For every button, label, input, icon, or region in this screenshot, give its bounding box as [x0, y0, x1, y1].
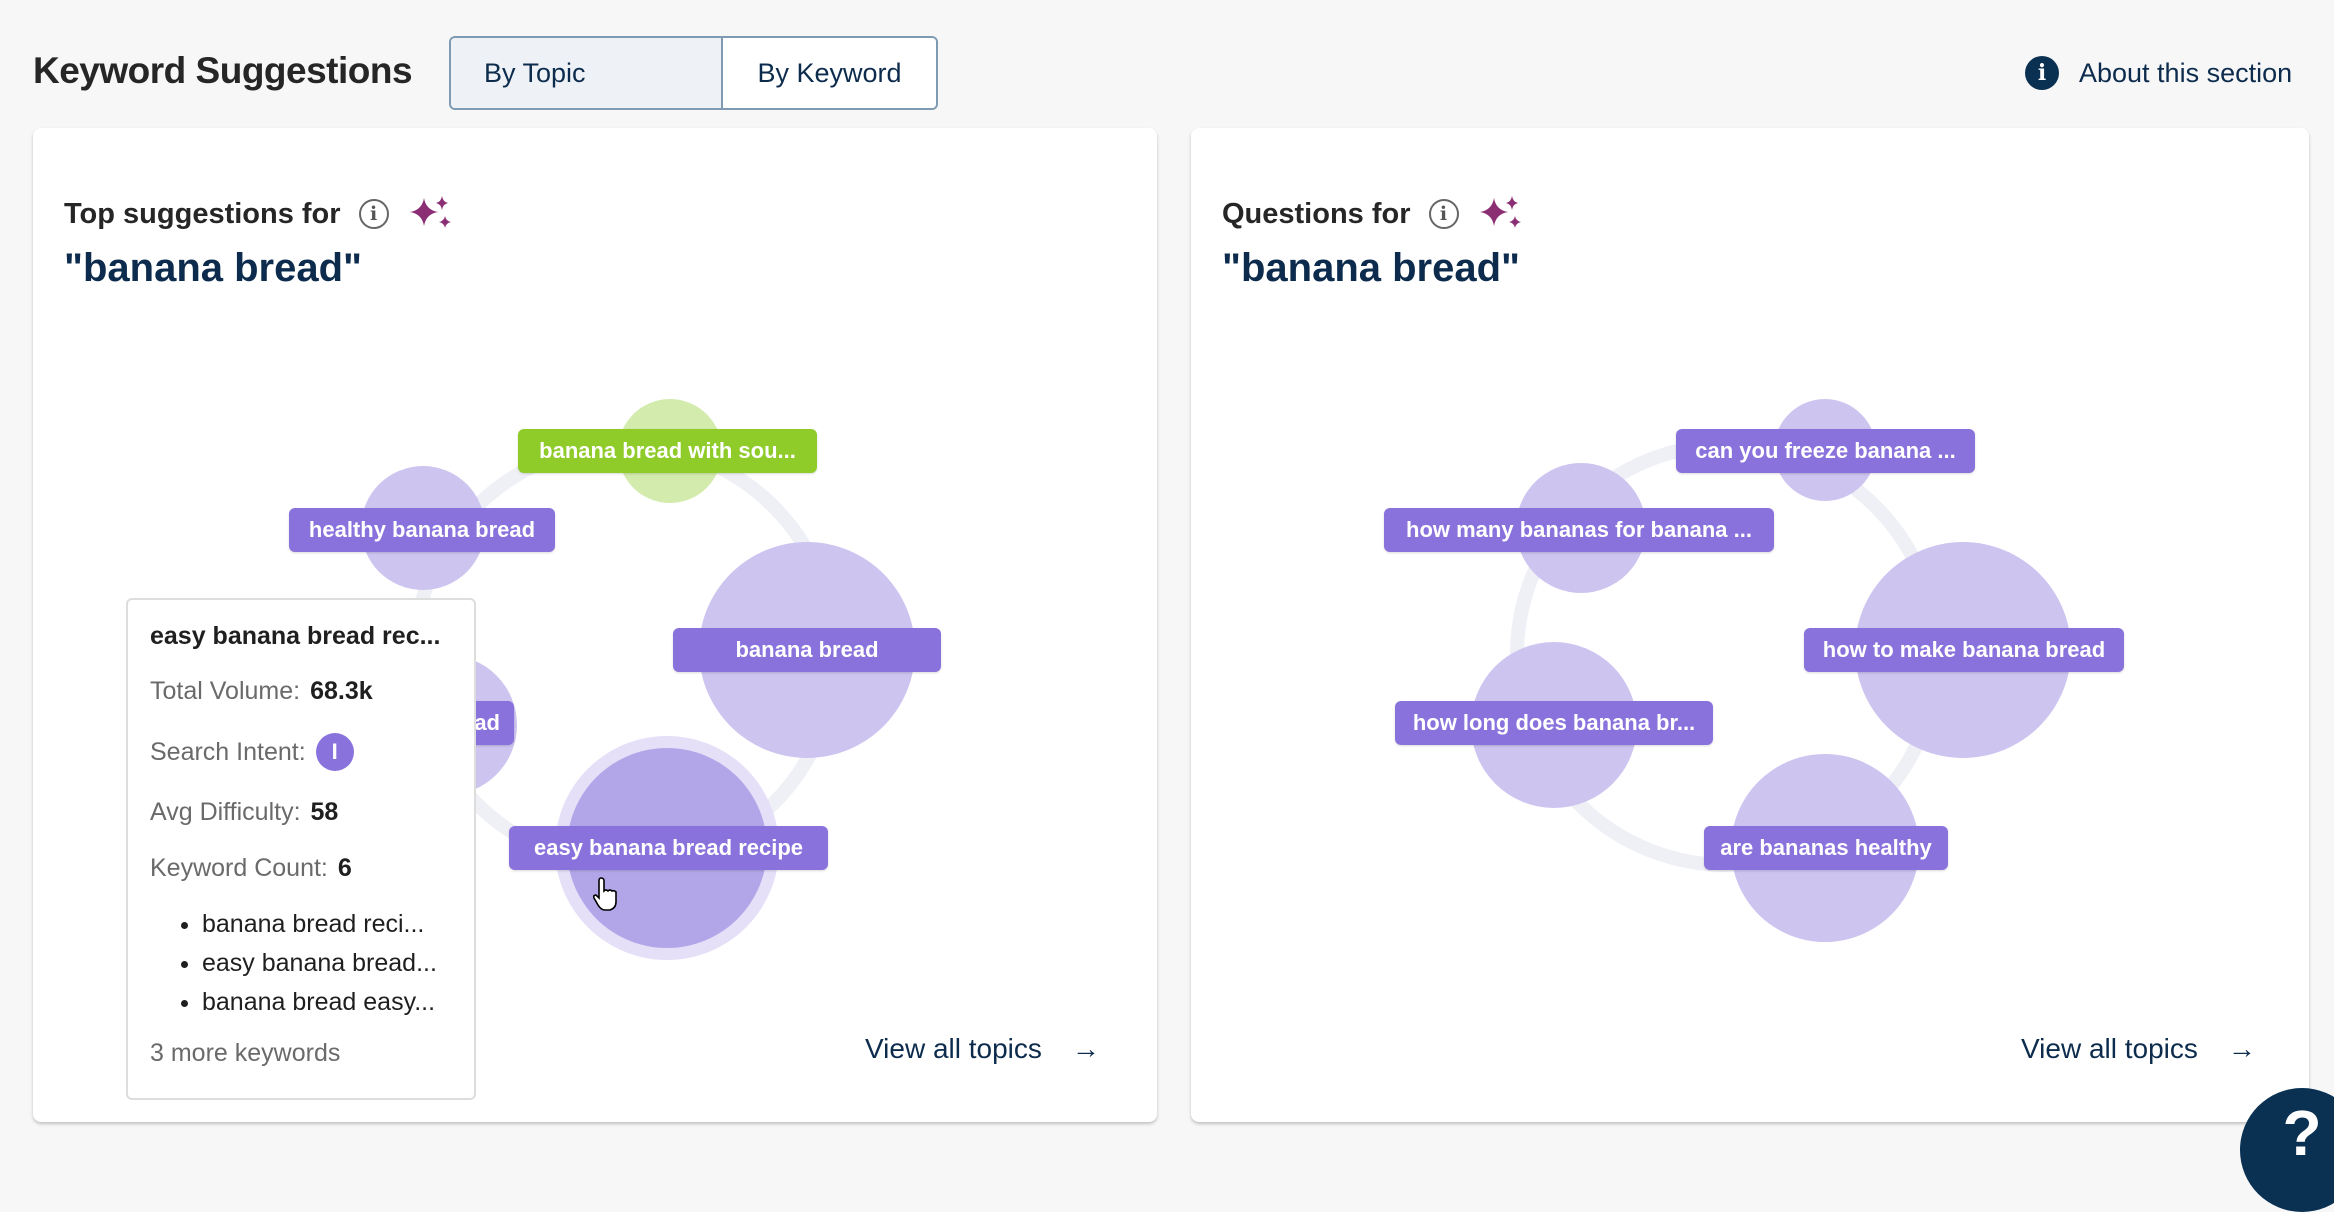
question-pill[interactable]: how to make banana bread — [1804, 628, 2124, 672]
info-icon: i — [2025, 56, 2059, 90]
card-title: Top suggestions for i — [64, 194, 455, 234]
tab-by-keyword[interactable]: By Keyword — [723, 38, 936, 108]
tooltip-intent: Search Intent: I — [150, 733, 452, 771]
tooltip-count: Keyword Count: 6 — [150, 854, 452, 883]
list-item: easy banana bread... — [202, 949, 452, 978]
tooltip-title: easy banana bread rec... — [150, 622, 441, 650]
view-toggle: By Topic By Keyword — [449, 36, 938, 110]
tooltip-difficulty: Avg Difficulty: 58 — [150, 798, 452, 827]
sparkle-icon — [409, 196, 451, 228]
tab-by-topic[interactable]: By Topic — [451, 38, 723, 108]
label: Total Volume: — [150, 677, 301, 705]
topic-pill[interactable]: easy banana bread recipe — [509, 826, 828, 870]
view-all-label: View all topics — [865, 1033, 1042, 1064]
question-pill[interactable]: are bananas healthy — [1704, 826, 1948, 870]
keyword-list: banana bread reci... easy banana bread..… — [150, 910, 452, 1017]
page-title: Keyword Suggestions — [33, 50, 413, 91]
about-section-link[interactable]: i About this section — [2025, 56, 2292, 90]
view-all-label: View all topics — [2021, 1033, 2198, 1064]
question-pill[interactable]: how long does banana br... — [1395, 701, 1713, 745]
info-icon[interactable]: i — [1428, 199, 1459, 229]
value: 68.3k — [310, 677, 373, 705]
card-title-text: Top suggestions for — [64, 197, 341, 230]
topic-pill[interactable]: banana bread — [673, 628, 941, 672]
value: 6 — [337, 854, 352, 882]
view-all-topics-link[interactable]: View all topics → — [2021, 1033, 2256, 1065]
card-title-text: Questions for — [1222, 197, 1411, 230]
query-text: "banana bread" — [64, 246, 363, 290]
topic-pill[interactable]: banana bread with sou... — [518, 429, 817, 473]
view-all-topics-link[interactable]: View all topics → — [865, 1033, 1100, 1065]
hand-cursor-icon — [593, 877, 617, 911]
list-item: banana bread reci... — [202, 910, 452, 939]
query-text: "banana bread" — [1222, 246, 1521, 290]
label: Avg Difficulty: — [150, 798, 301, 826]
tooltip-volume: Total Volume: 68.3k — [150, 677, 452, 706]
question-pill[interactable]: how many bananas for banana ... — [1384, 508, 1774, 552]
arrow-right-icon: → — [1071, 1033, 1100, 1064]
info-icon[interactable]: i — [358, 199, 389, 229]
value: 58 — [310, 798, 339, 826]
about-label: About this section — [2079, 57, 2293, 88]
intent-badge: I — [315, 733, 354, 771]
questions-card: Questions for i "banana bread" can you f… — [1191, 128, 2309, 1122]
card-title: Questions for i — [1222, 194, 1525, 234]
list-item: banana bread easy... — [202, 988, 452, 1017]
label: Search Intent: — [150, 737, 306, 766]
arrow-right-icon: → — [2227, 1033, 2256, 1064]
question-pill[interactable]: can you freeze banana ... — [1676, 429, 1975, 473]
topic-tooltip: easy banana bread rec... Total Volume: 68… — [126, 598, 476, 1100]
sparkle-icon — [1479, 196, 1521, 228]
more-keywords: 3 more keywords — [150, 1039, 341, 1067]
topic-pill[interactable]: healthy banana bread — [289, 508, 555, 552]
label: Keyword Count: — [150, 854, 328, 882]
